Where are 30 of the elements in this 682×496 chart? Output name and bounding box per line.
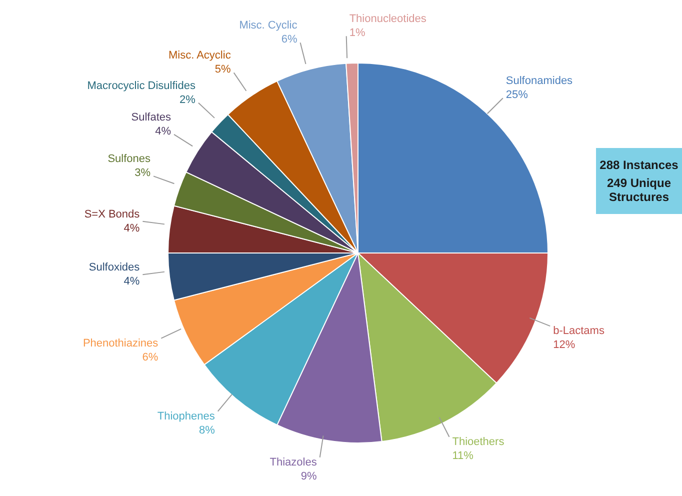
data-label: 6% — [142, 351, 158, 364]
text: 249 Unique Structures — [606, 176, 672, 204]
slice-label: Sulfates — [131, 111, 172, 124]
slice-label: S=X Bonds — [84, 208, 140, 220]
data-label: 12% — [553, 339, 576, 352]
data-label: 6% — [281, 34, 298, 46]
data-label: 25% — [506, 89, 528, 102]
data-label: 4% — [124, 222, 140, 234]
data-label: 4% — [155, 125, 172, 138]
data-label: 3% — [134, 167, 151, 180]
data-label: 2% — [180, 94, 196, 106]
data-label: 5% — [214, 64, 232, 76]
slice-label: Misc. Acyclic — [168, 50, 232, 62]
data-label: 11% — [452, 450, 474, 462]
data-label: 9% — [300, 470, 318, 482]
slice-label: Misc. Cyclic — [239, 20, 298, 32]
text: 288 Instances — [598, 158, 680, 172]
slice-label: Thioethers — [452, 436, 505, 448]
slice-label: Sulfoxides — [88, 262, 140, 274]
slice-label: Thiophenes — [157, 410, 216, 422]
data-label: 1% — [349, 27, 366, 40]
slice-label: Macrocyclic Disulfides — [87, 80, 196, 92]
slice-label: Phenothiazines — [82, 337, 159, 350]
slice-label: Sulfonamides — [506, 75, 574, 88]
slice-label: Thionucleotides — [349, 13, 427, 26]
data-label: 4% — [124, 276, 140, 288]
slice-label: b-Lactams — [553, 325, 605, 338]
slice-label: Thiazoles — [270, 456, 318, 468]
slice-label: Sulfones — [108, 153, 152, 166]
data-label: 8% — [198, 424, 216, 436]
